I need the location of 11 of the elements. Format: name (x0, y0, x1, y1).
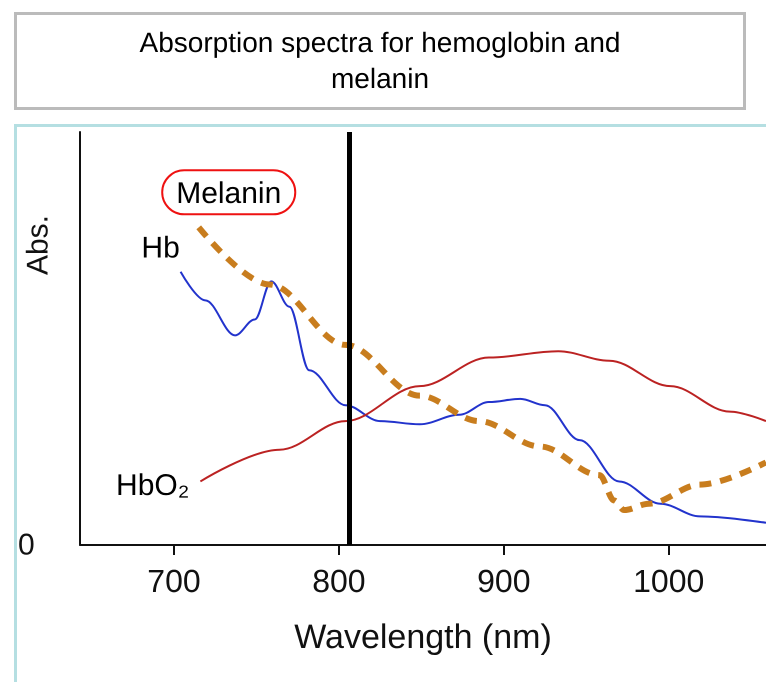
x-tick-label: 700 (147, 563, 201, 599)
series-label: HbO₂ (116, 468, 190, 502)
x-axis-title: Wavelength (nm) (294, 618, 552, 656)
x-tick-label: 1000 (633, 563, 704, 599)
chart-title: Absorption spectra for hemoglobin and melanin (14, 12, 746, 110)
series-label: Melanin (176, 176, 282, 210)
x-tick-label: 800 (312, 563, 366, 599)
series-label: Hb (141, 231, 180, 264)
text: 0 (18, 528, 35, 562)
x-tick-label: 900 (477, 563, 530, 599)
y-axis-title: Abs. (22, 214, 54, 276)
